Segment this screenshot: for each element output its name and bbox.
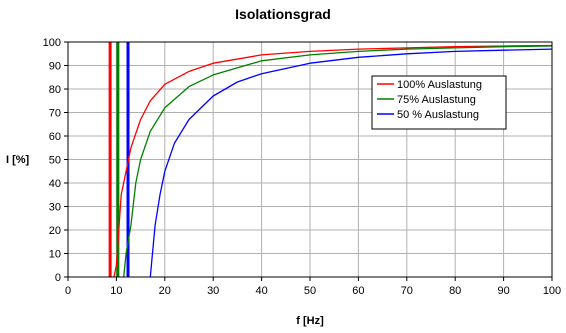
x-tick-label: 0 — [65, 285, 71, 297]
series-lines — [113, 44, 553, 278]
x-axis-label: f [Hz] — [296, 315, 324, 327]
y-tick-label: 40 — [49, 178, 61, 190]
y-tick-label: 90 — [49, 61, 61, 73]
y-tick-label: 10 — [49, 249, 61, 261]
y-tick-label: 20 — [49, 225, 61, 237]
x-tick-label: 50 — [304, 285, 316, 297]
legend-label: 75% Auslastung — [397, 94, 476, 106]
series-line-2 — [123, 45, 553, 278]
x-axis-ticks: 0 10 20 30 40 50 60 70 80 90 100 — [65, 277, 561, 297]
x-tick-label: 70 — [401, 285, 413, 297]
series-line-1 — [113, 44, 553, 278]
x-tick-label: 100 — [543, 285, 561, 297]
y-tick-label: 30 — [49, 202, 61, 214]
legend-box — [371, 75, 507, 130]
y-tick-label: 70 — [49, 108, 61, 120]
y-axis-label: I [%] — [6, 154, 30, 166]
x-tick-label: 80 — [449, 285, 461, 297]
y-tick-label: 0 — [55, 272, 61, 284]
y-tick-label: 60 — [49, 131, 61, 143]
x-tick-label: 60 — [352, 285, 364, 297]
chart-title: Isolationsgrad — [235, 6, 331, 22]
y-axis-ticks: 0 10 20 30 40 50 60 70 80 90 100 — [43, 37, 68, 284]
x-tick-label: 90 — [497, 285, 509, 297]
legend-label: 50 % Auslastung — [397, 109, 479, 121]
y-tick-label: 80 — [49, 84, 61, 96]
x-tick-label: 10 — [110, 285, 122, 297]
x-tick-label: 40 — [255, 285, 267, 297]
x-tick-label: 30 — [207, 285, 219, 297]
series-line-3 — [149, 48, 553, 278]
legend: 100% Auslastung 75% Auslastung 50 % Auslas… — [371, 75, 507, 130]
y-tick-label: 100 — [43, 37, 61, 49]
y-tick-label: 50 — [49, 155, 61, 167]
x-tick-label: 20 — [159, 285, 171, 297]
legend-label: 100% Auslastung — [397, 79, 482, 91]
